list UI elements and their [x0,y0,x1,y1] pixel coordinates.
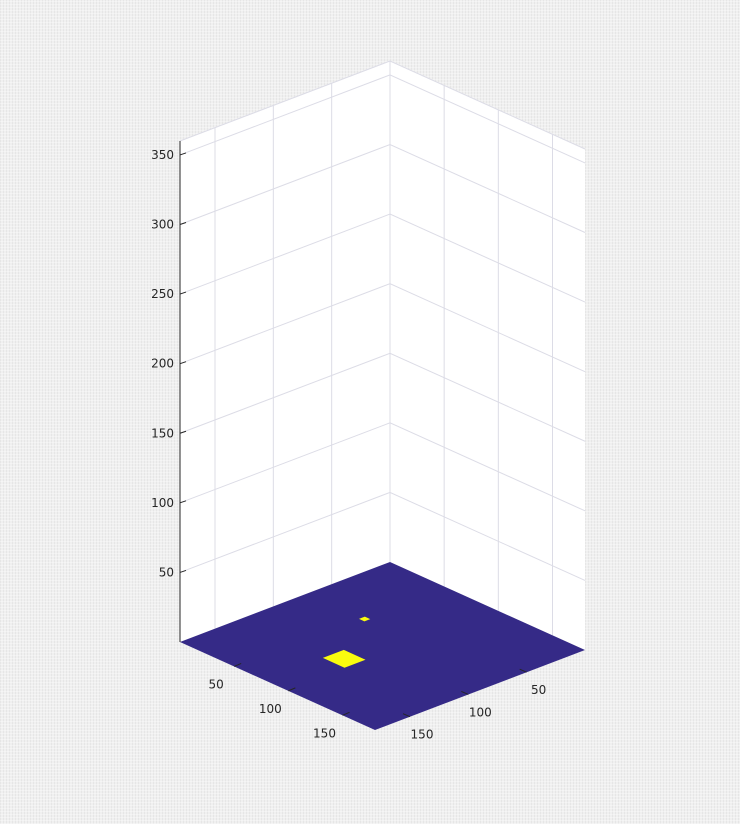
z-tick-label: 50 [159,565,174,579]
z-tick-label: 100 [151,496,174,510]
surface-peak [322,649,366,668]
z-tick-label: 300 [151,218,174,232]
grid-lines [179,60,586,636]
z-tick-label: 200 [151,357,174,371]
x-tick-mark [288,687,296,692]
y-tick-mark [461,690,469,695]
tick-labels: 50 100 150 200 250 300 350 50 100 150 50 100 150 [151,148,546,742]
surface [180,562,585,730]
z-tick-mark [179,430,187,434]
axes-panes [180,61,585,650]
x-tick-label: 100 [259,702,282,716]
axes [179,141,527,718]
surface-peak [359,616,371,622]
y-tick-label: 150 [411,728,434,742]
z-tick-mark [179,222,187,225]
x-tick-mark [233,662,242,667]
y-tick-mark [519,668,527,673]
z-tick-mark [179,291,187,295]
z-tick-label: 250 [151,287,174,301]
z-tick-mark [179,152,187,156]
z-tick-label: 350 [151,148,174,162]
x-tick-label: 150 [313,726,336,740]
y-tick-mark [402,713,411,718]
z-tick-mark [179,361,187,365]
back-pane-right [390,61,585,650]
x-tick-label: 50 [209,677,224,691]
back-pane-left [180,61,390,642]
y-tick-label: 50 [531,683,546,697]
z-tick-mark [179,500,187,504]
z-tick-mark [179,569,187,573]
z-tick-label: 150 [151,426,174,440]
y-tick-label: 100 [469,705,492,719]
x-tick-mark [342,711,350,716]
pane-top-edge [179,60,586,150]
surface-floor [180,562,585,730]
